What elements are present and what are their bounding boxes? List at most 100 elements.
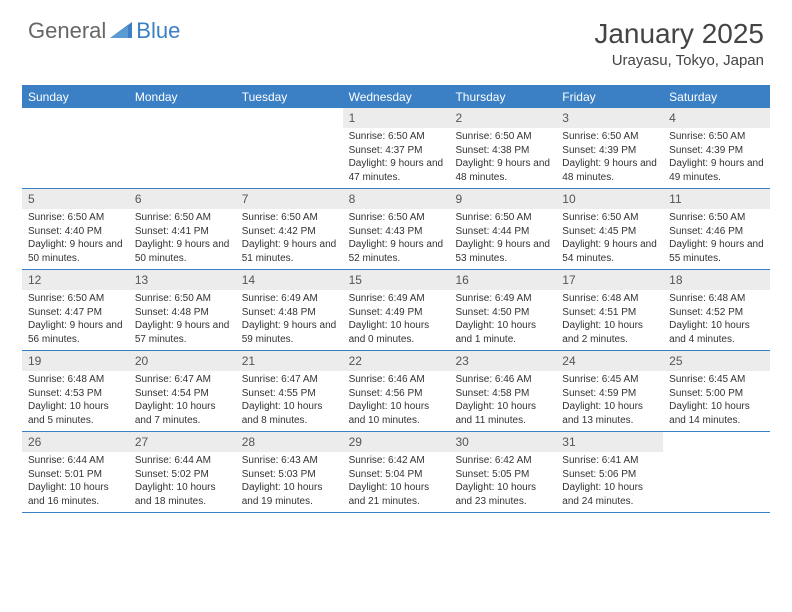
day-info-line: Sunset: 4:55 PM [242,387,337,401]
day-info-line: Sunrise: 6:50 AM [349,211,444,225]
title-block: January 2025 Urayasu, Tokyo, Japan [594,18,764,69]
day-number: 20 [129,351,236,371]
day-info-line: Sunrise: 6:50 AM [28,211,123,225]
day-content: Sunrise: 6:47 AMSunset: 4:54 PMDaylight:… [129,371,236,431]
day-cell: 13Sunrise: 6:50 AMSunset: 4:48 PMDayligh… [129,270,236,350]
day-content: Sunrise: 6:44 AMSunset: 5:01 PMDaylight:… [22,452,129,512]
day-number: 7 [236,189,343,209]
day-cell [129,108,236,188]
day-info-line: Sunset: 5:02 PM [135,468,230,482]
day-content: Sunrise: 6:50 AMSunset: 4:46 PMDaylight:… [663,209,770,269]
day-cell: 18Sunrise: 6:48 AMSunset: 4:52 PMDayligh… [663,270,770,350]
day-info-line: Daylight: 10 hours and 4 minutes. [669,319,764,346]
day-info-line: Sunrise: 6:45 AM [562,373,657,387]
day-header: Saturday [663,86,770,108]
day-info-line: Sunrise: 6:46 AM [349,373,444,387]
day-number: 19 [22,351,129,371]
day-content: Sunrise: 6:50 AMSunset: 4:44 PMDaylight:… [449,209,556,269]
day-cell: 22Sunrise: 6:46 AMSunset: 4:56 PMDayligh… [343,351,450,431]
day-content: Sunrise: 6:48 AMSunset: 4:52 PMDaylight:… [663,290,770,350]
day-info-line: Sunrise: 6:50 AM [562,130,657,144]
day-info-line: Sunrise: 6:50 AM [349,130,444,144]
weeks-container: 1Sunrise: 6:50 AMSunset: 4:37 PMDaylight… [22,108,770,513]
day-info-line: Daylight: 10 hours and 2 minutes. [562,319,657,346]
day-info-line: Sunset: 4:43 PM [349,225,444,239]
day-info-line: Sunset: 5:01 PM [28,468,123,482]
day-info-line: Sunset: 5:00 PM [669,387,764,401]
day-cell: 2Sunrise: 6:50 AMSunset: 4:38 PMDaylight… [449,108,556,188]
day-content: Sunrise: 6:44 AMSunset: 5:02 PMDaylight:… [129,452,236,512]
day-info-line: Daylight: 9 hours and 50 minutes. [28,238,123,265]
day-info-line: Sunset: 4:56 PM [349,387,444,401]
day-cell: 7Sunrise: 6:50 AMSunset: 4:42 PMDaylight… [236,189,343,269]
day-content: Sunrise: 6:49 AMSunset: 4:50 PMDaylight:… [449,290,556,350]
logo-text-blue: Blue [136,18,180,44]
day-cell: 19Sunrise: 6:48 AMSunset: 4:53 PMDayligh… [22,351,129,431]
day-info-line: Daylight: 10 hours and 21 minutes. [349,481,444,508]
day-info-line: Sunrise: 6:47 AM [135,373,230,387]
day-content: Sunrise: 6:42 AMSunset: 5:05 PMDaylight:… [449,452,556,512]
day-number: 21 [236,351,343,371]
day-cell: 14Sunrise: 6:49 AMSunset: 4:48 PMDayligh… [236,270,343,350]
day-content: Sunrise: 6:43 AMSunset: 5:03 PMDaylight:… [236,452,343,512]
day-content: Sunrise: 6:50 AMSunset: 4:47 PMDaylight:… [22,290,129,350]
day-info-line: Daylight: 9 hours and 51 minutes. [242,238,337,265]
day-number: 6 [129,189,236,209]
day-content: Sunrise: 6:50 AMSunset: 4:38 PMDaylight:… [449,128,556,188]
week-row: 19Sunrise: 6:48 AMSunset: 4:53 PMDayligh… [22,351,770,432]
day-info-line: Daylight: 9 hours and 48 minutes. [562,157,657,184]
day-content: Sunrise: 6:47 AMSunset: 4:55 PMDaylight:… [236,371,343,431]
day-cell [236,108,343,188]
day-info-line: Daylight: 9 hours and 56 minutes. [28,319,123,346]
day-header: Tuesday [236,86,343,108]
day-number [129,108,236,128]
day-info-line: Daylight: 10 hours and 14 minutes. [669,400,764,427]
logo-text-general: General [28,18,106,44]
day-info-line: Sunrise: 6:49 AM [349,292,444,306]
day-content: Sunrise: 6:50 AMSunset: 4:39 PMDaylight:… [663,128,770,188]
day-cell: 5Sunrise: 6:50 AMSunset: 4:40 PMDaylight… [22,189,129,269]
day-content [22,128,129,134]
location: Urayasu, Tokyo, Japan [594,52,764,69]
day-cell: 24Sunrise: 6:45 AMSunset: 4:59 PMDayligh… [556,351,663,431]
day-info-line: Daylight: 10 hours and 7 minutes. [135,400,230,427]
day-info-line: Sunset: 5:05 PM [455,468,550,482]
day-header-row: SundayMondayTuesdayWednesdayThursdayFrid… [22,86,770,108]
day-info-line: Sunset: 4:44 PM [455,225,550,239]
day-info-line: Daylight: 9 hours and 53 minutes. [455,238,550,265]
day-cell: 29Sunrise: 6:42 AMSunset: 5:04 PMDayligh… [343,432,450,512]
day-content: Sunrise: 6:50 AMSunset: 4:43 PMDaylight:… [343,209,450,269]
day-info-line: Daylight: 10 hours and 13 minutes. [562,400,657,427]
day-info-line: Daylight: 10 hours and 1 minute. [455,319,550,346]
day-info-line: Sunrise: 6:50 AM [455,211,550,225]
day-info-line: Sunset: 4:47 PM [28,306,123,320]
day-info-line: Sunrise: 6:50 AM [242,211,337,225]
day-info-line: Sunset: 4:40 PM [28,225,123,239]
day-header: Friday [556,86,663,108]
day-number: 17 [556,270,663,290]
day-info-line: Sunrise: 6:50 AM [669,130,764,144]
day-info-line: Sunrise: 6:50 AM [28,292,123,306]
day-cell [663,432,770,512]
day-info-line: Sunrise: 6:44 AM [28,454,123,468]
day-content: Sunrise: 6:49 AMSunset: 4:49 PMDaylight:… [343,290,450,350]
day-content: Sunrise: 6:41 AMSunset: 5:06 PMDaylight:… [556,452,663,512]
day-header: Sunday [22,86,129,108]
day-cell: 6Sunrise: 6:50 AMSunset: 4:41 PMDaylight… [129,189,236,269]
day-number: 24 [556,351,663,371]
day-info-line: Daylight: 9 hours and 59 minutes. [242,319,337,346]
day-number: 31 [556,432,663,452]
header: General Blue January 2025 Urayasu, Tokyo… [0,0,792,77]
day-info-line: Daylight: 10 hours and 24 minutes. [562,481,657,508]
day-header: Wednesday [343,86,450,108]
day-info-line: Sunset: 4:58 PM [455,387,550,401]
day-number: 29 [343,432,450,452]
day-info-line: Sunset: 4:39 PM [562,144,657,158]
day-number [236,108,343,128]
day-number: 12 [22,270,129,290]
day-content: Sunrise: 6:50 AMSunset: 4:41 PMDaylight:… [129,209,236,269]
day-info-line: Sunset: 4:50 PM [455,306,550,320]
day-header: Thursday [449,86,556,108]
day-cell: 10Sunrise: 6:50 AMSunset: 4:45 PMDayligh… [556,189,663,269]
month-title: January 2025 [594,18,764,50]
